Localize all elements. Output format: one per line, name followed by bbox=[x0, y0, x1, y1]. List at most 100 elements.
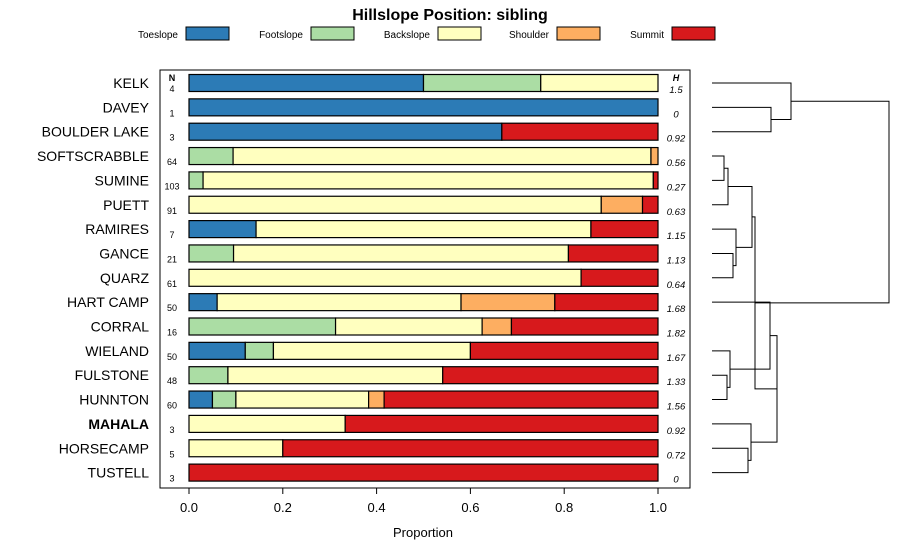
site-label-wieland: WIELAND bbox=[85, 343, 149, 359]
bar-row-sumine: SUMINE 103 0.27 bbox=[95, 171, 686, 193]
legend: Toeslope Footslope Backslope Shoulder Summit bbox=[138, 26, 716, 41]
dendrogram-link-7 bbox=[712, 301, 771, 370]
bar-segment-hunnton-shoulder bbox=[368, 390, 385, 409]
x-tick-label-0-4: 0.4 bbox=[368, 500, 386, 515]
bar-segment-fulstone-footslope bbox=[188, 366, 229, 385]
bar-row-tustell: TUSTELL 3 0 bbox=[88, 463, 679, 486]
x-tick-label-0-2: 0.2 bbox=[274, 500, 292, 515]
bar-segment-hart-camp-toeslope bbox=[188, 293, 218, 312]
h-value-quarz: 0.64 bbox=[667, 280, 686, 291]
bar-segment-kelk-toeslope bbox=[188, 73, 425, 93]
site-label-fulstone: FULSTONE bbox=[75, 367, 149, 383]
bar-segment-fulstone-summit bbox=[442, 366, 659, 385]
bar-segment-mahala-summit bbox=[344, 414, 659, 433]
n-value-quarz: 61 bbox=[167, 279, 177, 289]
site-label-corral: CORRAL bbox=[91, 319, 150, 335]
bar-segment-gance-backslope bbox=[232, 244, 570, 263]
bar-segment-gance-summit bbox=[567, 244, 659, 263]
h-value-mahala: 0.92 bbox=[667, 426, 686, 437]
bar-segment-horsecamp-backslope bbox=[188, 439, 284, 458]
bar-row-wieland: WIELAND 50 1.67 bbox=[85, 341, 686, 364]
bar-row-kelk: KELK 4 1.5 bbox=[113, 73, 683, 96]
site-label-softscrabble: SOFTSCRABBLE bbox=[37, 148, 149, 164]
n-value-puett: 91 bbox=[167, 206, 177, 216]
legend-label-shoulder: Shoulder bbox=[509, 30, 550, 41]
bar-segment-fulstone-backslope bbox=[227, 366, 444, 385]
h-value-boulder-lake: 0.92 bbox=[667, 134, 686, 145]
h-value-horsecamp: 0.72 bbox=[667, 450, 686, 461]
n-value-gance: 21 bbox=[167, 254, 177, 264]
n-value-boulder-lake: 3 bbox=[169, 133, 174, 143]
bar-segment-corral-summit bbox=[510, 317, 659, 336]
site-label-quarz: QUARZ bbox=[100, 270, 149, 286]
n-value-kelk: 4 bbox=[169, 84, 174, 94]
bar-row-boulder-lake: BOULDER LAKE 3 0.92 bbox=[42, 122, 686, 145]
site-label-hunnton: HUNNTON bbox=[79, 392, 149, 408]
legend-swatch-summit bbox=[671, 26, 716, 41]
x-axis: 0.0 0.2 0.4 0.6 0.8 1.0 bbox=[180, 488, 667, 515]
bar-segment-hunnton-backslope bbox=[235, 390, 370, 409]
bar-segment-wieland-toeslope bbox=[188, 341, 246, 360]
dendrogram-link-12 bbox=[712, 82, 792, 121]
h-value-gance: 1.13 bbox=[667, 255, 686, 266]
x-tick-label-0-8: 0.8 bbox=[555, 500, 573, 515]
bar-segment-tustell-summit bbox=[188, 463, 659, 482]
chart-title: Hillslope Position: sibling bbox=[352, 7, 548, 24]
bar-segment-hart-camp-summit bbox=[554, 293, 659, 312]
legend-swatch-footslope bbox=[310, 26, 355, 41]
site-label-puett: PUETT bbox=[103, 197, 149, 213]
bar-segment-kelk-footslope bbox=[422, 73, 542, 93]
legend-label-footslope: Footslope bbox=[259, 30, 303, 41]
bar-segment-softscrabble-footslope bbox=[188, 146, 234, 166]
dendrogram-link-2 bbox=[712, 252, 734, 279]
bar-segment-softscrabble-shoulder bbox=[650, 146, 659, 166]
bar-row-puett: PUETT 91 0.63 bbox=[103, 195, 686, 218]
legend-swatch-toeslope bbox=[185, 26, 230, 41]
bar-row-quarz: QUARZ 61 0.64 bbox=[100, 268, 686, 291]
dendrogram-link-14 bbox=[755, 100, 890, 304]
bar-segment-wieland-footslope bbox=[244, 341, 275, 360]
dendrogram-link-11 bbox=[712, 106, 772, 133]
h-value-tustell: 0 bbox=[673, 475, 679, 486]
bar-segment-boulder-lake-toeslope bbox=[188, 122, 503, 141]
dendrogram-link-0 bbox=[712, 155, 725, 181]
n-value-fulstone: 48 bbox=[167, 376, 177, 386]
bar-row-davey: DAVEY 1 0 bbox=[103, 98, 679, 120]
bar-row-mahala: MAHALA 3 0.92 bbox=[88, 414, 686, 437]
h-value-softscrabble: 0.56 bbox=[667, 158, 686, 169]
bar-segment-hart-camp-backslope bbox=[216, 293, 462, 312]
bar-row-fulstone: FULSTONE 48 1.33 bbox=[75, 366, 686, 388]
h-value-wieland: 1.67 bbox=[667, 353, 686, 364]
site-label-tustell: TUSTELL bbox=[88, 465, 150, 481]
plot-panel bbox=[159, 69, 691, 489]
bar-segment-boulder-lake-summit bbox=[501, 122, 659, 141]
bar-segment-wieland-summit bbox=[469, 341, 659, 360]
bar-segment-ramires-toeslope bbox=[188, 220, 257, 239]
bar-segment-ramires-summit bbox=[590, 220, 659, 239]
site-label-hart-camp: HART CAMP bbox=[67, 294, 149, 310]
bar-segment-corral-shoulder bbox=[481, 317, 513, 336]
bar-segment-quarz-summit bbox=[580, 268, 659, 287]
site-label-ramires: RAMIRES bbox=[85, 221, 149, 237]
bar-segment-wieland-backslope bbox=[272, 341, 472, 360]
dendrogram bbox=[712, 82, 890, 474]
n-value-tustell: 3 bbox=[169, 474, 174, 484]
n-value-horsecamp: 5 bbox=[169, 449, 174, 459]
site-label-davey: DAVEY bbox=[103, 99, 150, 115]
bar-row-gance: GANCE 21 1.13 bbox=[99, 244, 686, 266]
bar-segment-corral-footslope bbox=[188, 317, 337, 336]
n-column-header: N bbox=[169, 73, 176, 83]
bar-segment-puett-summit bbox=[641, 195, 659, 214]
legend-swatch-backslope bbox=[437, 26, 482, 41]
x-axis-title: Proportion bbox=[393, 525, 453, 540]
x-tick-label-0-6: 0.6 bbox=[461, 500, 479, 515]
dendrogram-link-5 bbox=[712, 374, 728, 401]
bar-row-hart-camp: HART CAMP 50 1.68 bbox=[67, 293, 686, 315]
n-value-corral: 16 bbox=[167, 328, 177, 338]
legend-label-summit: Summit bbox=[630, 30, 664, 41]
bar-row-hunnton: HUNNTON 60 1.56 bbox=[79, 390, 686, 413]
bar-segment-puett-backslope bbox=[188, 195, 602, 214]
n-value-sumine: 103 bbox=[164, 181, 179, 191]
dendrogram-link-3 bbox=[712, 228, 737, 267]
